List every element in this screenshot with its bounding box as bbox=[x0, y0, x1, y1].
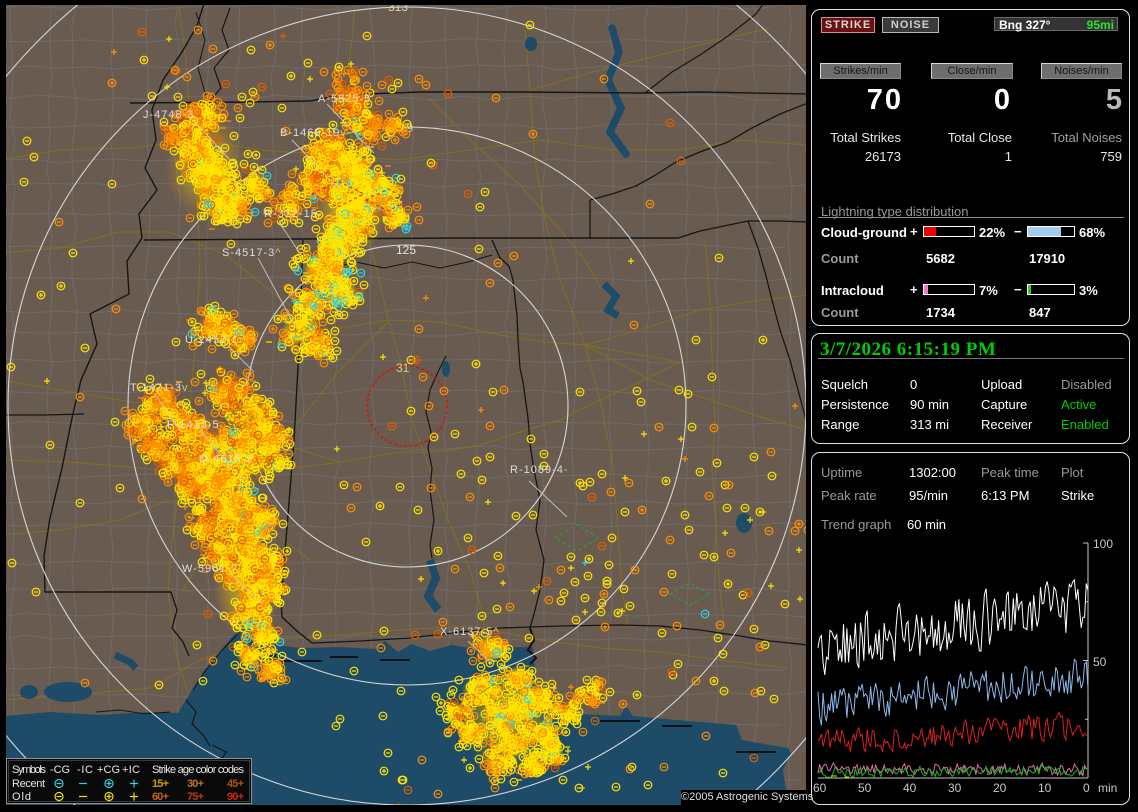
svg-text:U-2452-1v: U-2452-1v bbox=[185, 334, 245, 346]
svg-text:A-5825-5: A-5825-5 bbox=[318, 93, 371, 105]
svg-text:min: min bbox=[1098, 781, 1117, 795]
svg-text:F-1413-5: F-1413-5 bbox=[167, 419, 220, 431]
svg-text:-IC: -IC bbox=[77, 764, 93, 776]
svg-text:S-4517-3^: S-4517-3^ bbox=[222, 247, 281, 259]
svg-text:+CG: +CG bbox=[97, 764, 120, 776]
svg-text:Q-4615-2: Q-4615-2 bbox=[199, 453, 253, 465]
svg-text:313: 313 bbox=[388, 5, 408, 14]
svg-text:75+: 75+ bbox=[187, 791, 204, 803]
svg-text:90+: 90+ bbox=[227, 791, 244, 803]
svg-text:15+: 15+ bbox=[152, 778, 169, 790]
svg-text:-CG: -CG bbox=[50, 764, 70, 776]
svg-text:40: 40 bbox=[903, 781, 917, 795]
svg-text:Old: Old bbox=[12, 791, 31, 803]
svg-text:0: 0 bbox=[1083, 781, 1090, 795]
svg-text:+IC: +IC bbox=[122, 764, 140, 776]
svg-text:31: 31 bbox=[396, 361, 410, 375]
svg-text:Strike age color codes: Strike age color codes bbox=[152, 764, 245, 776]
svg-text:125: 125 bbox=[396, 243, 416, 257]
svg-text:10: 10 bbox=[1038, 781, 1052, 795]
svg-text:B-1469-19v: B-1469-19v bbox=[280, 127, 347, 139]
svg-text:30+: 30+ bbox=[187, 778, 204, 790]
svg-text:Symbols: Symbols bbox=[12, 764, 47, 776]
svg-text:R-1089-4-: R-1089-4- bbox=[510, 464, 569, 476]
svg-text:X-6137-5^: X-6137-5^ bbox=[440, 626, 499, 638]
svg-text:50: 50 bbox=[858, 781, 872, 795]
svg-text:J-4748-3: J-4748-3 bbox=[143, 109, 194, 121]
svg-text:50: 50 bbox=[1093, 655, 1107, 669]
svg-text:Recent: Recent bbox=[12, 778, 45, 790]
svg-text:30: 30 bbox=[948, 781, 962, 795]
svg-text:60: 60 bbox=[813, 781, 827, 795]
svg-text:W-5961-7^: W-5961-7^ bbox=[182, 563, 244, 575]
svg-text:T-1471-3v: T-1471-3v bbox=[130, 382, 189, 394]
svg-text:20: 20 bbox=[993, 781, 1007, 795]
svg-text:45+: 45+ bbox=[227, 778, 244, 790]
svg-text:60+: 60+ bbox=[152, 791, 169, 803]
svg-text:R-312-15-: R-312-15- bbox=[264, 208, 323, 220]
svg-text:100: 100 bbox=[1093, 537, 1113, 551]
